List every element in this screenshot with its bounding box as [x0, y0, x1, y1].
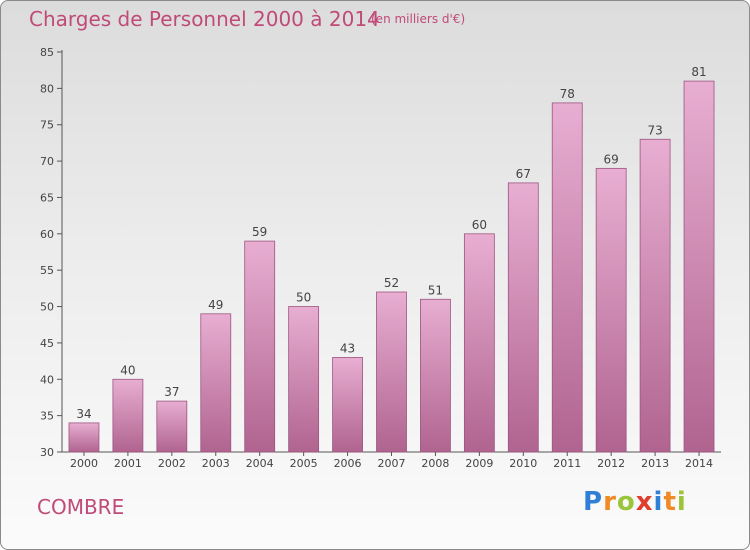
- x-tick-label: 2004: [246, 457, 274, 470]
- y-tick-label: 60: [40, 228, 54, 241]
- bar: [595, 167, 627, 453]
- bar-value-label: 69: [604, 152, 619, 166]
- x-tick-label: 2001: [114, 457, 142, 470]
- x-tick-label: 2006: [334, 457, 362, 470]
- bar-value-label: 52: [384, 276, 399, 290]
- bar: [420, 298, 451, 453]
- x-tick-label: 2008: [421, 457, 449, 470]
- y-tick-label: 55: [40, 264, 54, 277]
- x-tick-label: 2007: [378, 457, 406, 470]
- proxiti-logo: Proxiti: [583, 487, 687, 517]
- chart-subtitle: (en milliers d'€): [371, 12, 466, 26]
- x-tick-label: 2014: [685, 457, 713, 470]
- bar-value-label: 51: [428, 283, 443, 297]
- bar: [68, 422, 100, 453]
- bar: [112, 378, 144, 453]
- x-tick-label: 2012: [597, 457, 625, 470]
- bar-value-label: 49: [208, 298, 223, 312]
- y-tick-label: 65: [40, 191, 54, 204]
- bar: [244, 240, 276, 453]
- y-tick-label: 40: [40, 373, 54, 386]
- x-tick-label: 2009: [465, 457, 493, 470]
- bar-value-label: 34: [76, 407, 91, 421]
- x-tick-label: 2010: [509, 457, 537, 470]
- y-tick-label: 75: [40, 119, 54, 132]
- y-tick-label: 80: [40, 82, 54, 95]
- chart-title: Charges de Personnel 2000 à 2014: [29, 7, 380, 31]
- bar: [551, 102, 583, 453]
- bar: [156, 400, 188, 453]
- logo-letter: i: [676, 487, 687, 517]
- bar: [463, 233, 495, 453]
- y-tick-label: 35: [40, 410, 54, 423]
- bar-value-label: 43: [340, 341, 355, 355]
- bar-value-label: 59: [252, 225, 267, 239]
- y-tick-label: 50: [40, 301, 54, 314]
- bar-value-label: 40: [120, 363, 135, 377]
- x-tick-label: 2005: [290, 457, 318, 470]
- logo-letter: x: [635, 487, 654, 517]
- bar: [507, 182, 539, 453]
- x-tick-label: 2013: [641, 457, 669, 470]
- bar: [332, 357, 363, 453]
- bar: [288, 306, 320, 453]
- x-tick-label: 2002: [158, 457, 186, 470]
- bar-value-label: 78: [560, 87, 575, 101]
- y-tick-label: 30: [40, 446, 54, 459]
- logo-letter: o: [616, 487, 636, 517]
- bar: [683, 80, 715, 453]
- commune-name: COMBRE: [37, 495, 125, 519]
- bar-value-label: 81: [691, 65, 706, 79]
- bar-value-label: 50: [296, 291, 311, 305]
- y-tick-label: 45: [40, 337, 54, 350]
- bar: [376, 291, 407, 453]
- x-tick-label: 2000: [70, 457, 98, 470]
- bar-value-label: 60: [472, 218, 487, 232]
- bar: [639, 138, 671, 453]
- x-tick-label: 2011: [553, 457, 581, 470]
- bar-value-label: 37: [164, 385, 179, 399]
- x-tick-label: 2003: [202, 457, 230, 470]
- bar-value-label: 67: [516, 167, 531, 181]
- bar: [200, 313, 232, 453]
- logo-letter: r: [603, 487, 617, 517]
- logo-letter: t: [663, 487, 677, 517]
- logo-letter: i: [653, 487, 664, 517]
- logo-letter: P: [583, 487, 604, 517]
- y-tick-label: 70: [40, 155, 54, 168]
- bar-value-label: 73: [647, 123, 662, 137]
- y-tick-label: 85: [40, 46, 54, 59]
